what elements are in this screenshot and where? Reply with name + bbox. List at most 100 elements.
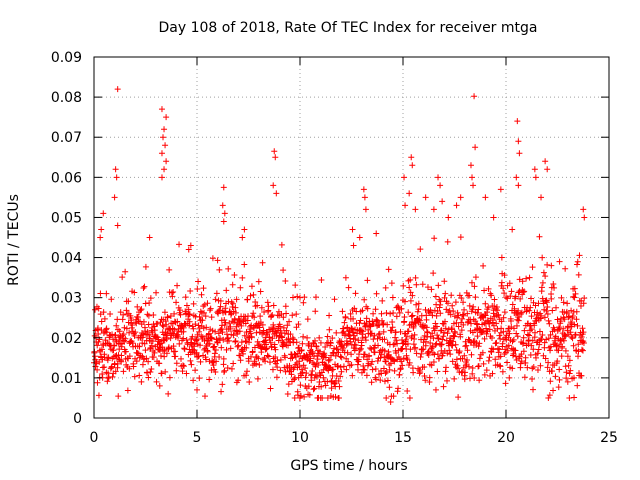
- data-point: [486, 320, 493, 327]
- data-point: [183, 302, 190, 309]
- data-point: [203, 324, 210, 331]
- data-point: [471, 93, 478, 100]
- data-point: [306, 391, 313, 398]
- data-point: [114, 86, 121, 93]
- data-point: [300, 362, 307, 369]
- data-point: [328, 385, 335, 392]
- data-point: [312, 308, 319, 315]
- data-point: [95, 330, 102, 337]
- data-point: [381, 336, 388, 343]
- data-point: [476, 377, 483, 384]
- x-axis-label: GPS time / hours: [290, 458, 407, 474]
- data-point: [441, 329, 448, 336]
- data-point: [234, 343, 241, 350]
- data-point: [122, 268, 129, 275]
- data-point: [100, 210, 107, 217]
- data-point: [500, 285, 507, 292]
- data-point: [426, 374, 433, 381]
- data-point: [325, 357, 332, 364]
- data-point: [421, 363, 428, 370]
- data-point: [124, 387, 131, 394]
- data-point: [236, 328, 243, 335]
- data-point: [502, 380, 509, 387]
- data-point: [389, 324, 396, 331]
- data-point: [458, 327, 465, 334]
- data-point: [388, 327, 395, 334]
- data-point: [299, 340, 306, 347]
- data-point: [529, 376, 536, 383]
- data-point: [445, 214, 452, 221]
- data-point: [294, 293, 301, 300]
- data-point: [537, 362, 544, 369]
- data-point: [153, 378, 160, 385]
- data-point: [341, 319, 348, 326]
- data-point: [580, 206, 587, 213]
- data-point: [514, 333, 521, 340]
- data-point: [509, 301, 516, 308]
- data-point: [342, 274, 349, 281]
- data-point: [315, 362, 322, 369]
- data-point: [515, 138, 522, 145]
- data-point: [146, 234, 153, 241]
- data-point: [556, 376, 563, 383]
- data-point: [481, 287, 488, 294]
- data-point: [131, 373, 138, 380]
- data-point: [530, 386, 537, 393]
- data-point: [287, 368, 294, 375]
- data-point: [92, 363, 99, 370]
- data-point: [469, 364, 476, 371]
- data-point: [195, 278, 202, 285]
- data-point: [406, 284, 413, 291]
- data-point: [115, 393, 122, 400]
- data-point: [385, 266, 392, 273]
- data-point: [163, 158, 170, 165]
- data-point: [406, 359, 413, 366]
- data-point: [96, 358, 103, 365]
- data-point: [249, 348, 256, 355]
- data-point: [542, 355, 549, 362]
- data-point: [350, 315, 357, 322]
- data-point: [193, 336, 200, 343]
- data-point: [259, 259, 266, 266]
- data-point: [197, 308, 204, 315]
- data-point: [388, 280, 395, 287]
- data-point: [270, 302, 277, 309]
- data-point: [218, 388, 225, 395]
- data-point: [338, 354, 345, 361]
- data-point: [322, 344, 329, 351]
- data-point: [243, 344, 250, 351]
- data-point: [578, 372, 585, 379]
- data-point: [419, 323, 426, 330]
- data-point: [189, 333, 196, 340]
- data-point: [440, 383, 447, 390]
- data-point: [507, 293, 514, 300]
- data-point: [147, 295, 154, 302]
- data-point: [514, 118, 521, 125]
- axis-ticks: [93, 56, 610, 419]
- data-point: [408, 154, 415, 161]
- data-point: [469, 174, 476, 181]
- data-point: [417, 369, 424, 376]
- y-tick-label: 0.05: [51, 210, 82, 226]
- data-point: [153, 289, 160, 296]
- data-point: [444, 330, 451, 337]
- data-point: [472, 318, 479, 325]
- data-point: [104, 378, 111, 385]
- data-point: [381, 378, 388, 385]
- data-point: [122, 348, 129, 355]
- data-point: [298, 366, 305, 373]
- data-point: [579, 347, 586, 354]
- data-point: [536, 328, 543, 335]
- data-point: [405, 328, 412, 335]
- data-point: [318, 383, 325, 390]
- data-point: [435, 335, 442, 342]
- data-point: [580, 329, 587, 336]
- data-point: [474, 310, 481, 317]
- data-point: [137, 307, 144, 314]
- data-point: [357, 345, 364, 352]
- data-point: [532, 354, 539, 361]
- data-point: [165, 344, 172, 351]
- data-point: [311, 337, 318, 344]
- data-point: [565, 362, 572, 369]
- data-point: [311, 385, 318, 392]
